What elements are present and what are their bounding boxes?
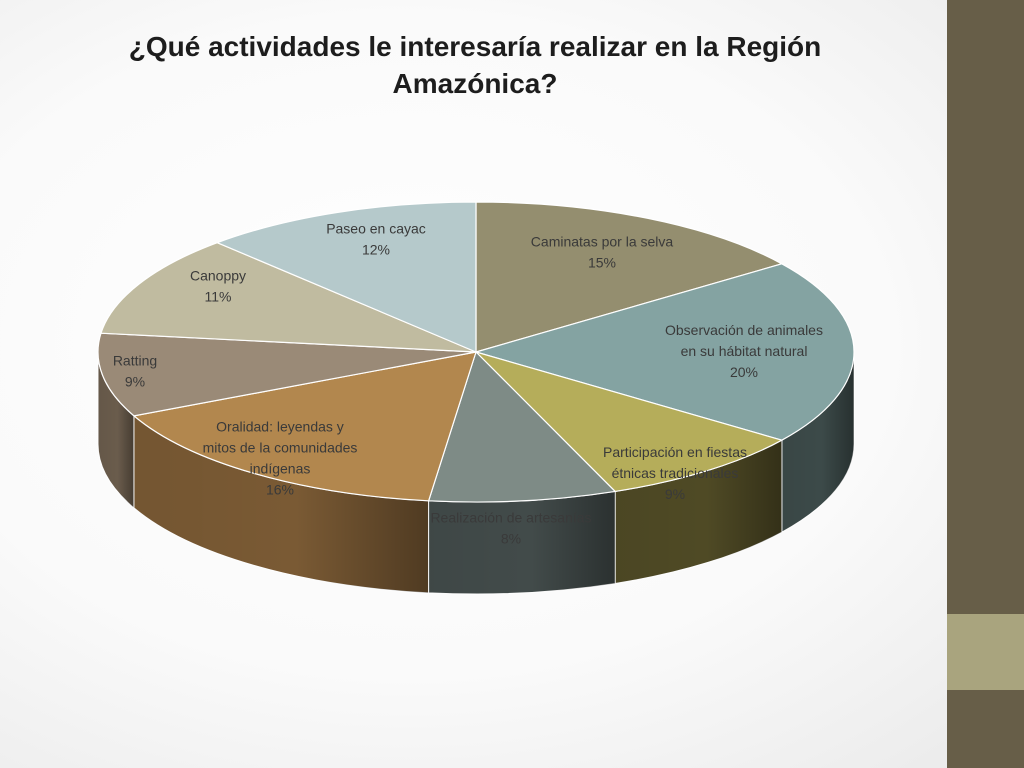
pie-slice-label-line: Observación de animales bbox=[665, 322, 823, 338]
pie-slice-percent: 9% bbox=[125, 374, 145, 390]
pie-labels: Caminatas por la selva 15% Observación de … bbox=[113, 221, 823, 547]
pie-slice-label-line: Realización de artesanías bbox=[430, 510, 591, 526]
pie-slice-label-line: Caminatas por la selva bbox=[531, 234, 674, 250]
pie-slice-label: Caminatas por la selva 15% bbox=[531, 234, 674, 271]
pie-slice bbox=[97, 332, 477, 417]
pie-slice-label: Observación de animales en su hábitat nat… bbox=[665, 322, 823, 380]
pie-slice-percent: 8% bbox=[501, 531, 521, 547]
pie-slice bbox=[473, 350, 784, 493]
pie-slice bbox=[473, 263, 855, 441]
pie-sides bbox=[97, 351, 855, 595]
pie-chart: Caminatas por la selva 15% Observación de … bbox=[97, 201, 855, 595]
pie-slice-label-line: mitos de la comunidades bbox=[203, 440, 358, 456]
pie-slice-label: Paseo en cayac 12% bbox=[326, 221, 426, 258]
pie-slice bbox=[427, 350, 617, 503]
pie-slice-label-line: Ratting bbox=[113, 353, 157, 369]
pie-slice-label: Canoppy 11% bbox=[190, 268, 246, 305]
pie-slice bbox=[100, 242, 477, 353]
pie-slices bbox=[97, 201, 855, 503]
pie-slice-percent: 15% bbox=[588, 255, 616, 271]
pie-slice bbox=[132, 351, 477, 502]
pie-slice-percent: 11% bbox=[205, 289, 232, 305]
pie-slice-percent: 20% bbox=[730, 364, 758, 380]
pie-slice-side-shade bbox=[133, 415, 429, 593]
pie-slice-label-line: en su hábitat natural bbox=[681, 343, 808, 359]
pie-slice-percent: 9% bbox=[665, 486, 685, 502]
pie-slice-percent: 16% bbox=[266, 482, 294, 498]
pie-slice-label-line: Participación en fiestas bbox=[603, 444, 747, 460]
pie-slice-percent: 12% bbox=[362, 242, 390, 258]
pie-slice-label: Oralidad: leyendas y mitos de la comunida… bbox=[203, 419, 358, 498]
pie-slice bbox=[475, 201, 784, 353]
side-decoration-accent bbox=[947, 614, 1024, 690]
pie-slice-label: Ratting 9% bbox=[113, 353, 157, 390]
pie-slice-label-line: Canoppy bbox=[190, 268, 246, 284]
pie-slice-label: Participación en fiestas étnicas tradicio… bbox=[603, 444, 747, 502]
pie-slice-label-line: indígenas bbox=[250, 461, 311, 477]
pie-slice-side-shade bbox=[98, 352, 134, 508]
chart-title: ¿Qué actividades le interesaría realizar… bbox=[128, 31, 822, 99]
pie-slice-side-shade bbox=[428, 491, 616, 594]
pie-slice-label-line: Oralidad: leyendas y bbox=[216, 419, 344, 435]
pie-slice-label-line: Paseo en cayac bbox=[326, 221, 426, 237]
pie-slice bbox=[215, 201, 477, 353]
pie-slice-label-line: étnicas tradicionales bbox=[612, 465, 739, 481]
pie-slice-side-shade bbox=[781, 352, 854, 533]
pie-slice-label: Realización de artesanías 8% bbox=[430, 510, 591, 547]
pie-slice-side-shade bbox=[615, 440, 782, 584]
